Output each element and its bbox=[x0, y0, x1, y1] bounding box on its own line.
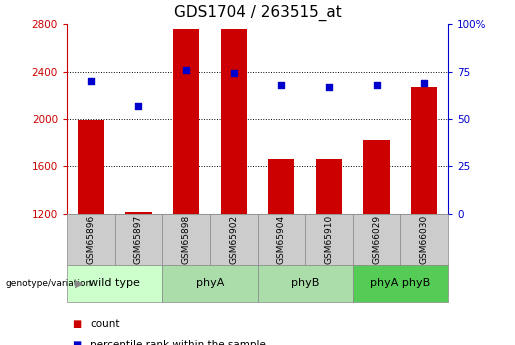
Point bbox=[325, 84, 333, 89]
Point bbox=[230, 71, 238, 76]
Bar bbox=[78, 120, 104, 214]
Text: GSM66029: GSM66029 bbox=[372, 215, 381, 264]
Bar bbox=[162, 214, 210, 265]
Text: GSM65904: GSM65904 bbox=[277, 215, 286, 264]
Text: ■: ■ bbox=[72, 340, 81, 345]
Text: phyB: phyB bbox=[291, 278, 319, 288]
Text: phyA: phyA bbox=[196, 278, 224, 288]
Bar bbox=[258, 265, 353, 302]
Text: GSM65910: GSM65910 bbox=[324, 215, 333, 264]
Point bbox=[277, 82, 285, 88]
Text: GSM65896: GSM65896 bbox=[87, 215, 95, 264]
Bar bbox=[316, 159, 342, 214]
Text: count: count bbox=[90, 319, 119, 329]
Point bbox=[134, 103, 143, 108]
Bar bbox=[114, 214, 162, 265]
Bar bbox=[220, 29, 247, 214]
Bar bbox=[210, 214, 258, 265]
Point bbox=[87, 78, 95, 84]
Text: wild type: wild type bbox=[89, 278, 140, 288]
Text: GSM66030: GSM66030 bbox=[420, 215, 428, 264]
Bar bbox=[268, 159, 295, 214]
Point bbox=[372, 82, 381, 88]
Point bbox=[420, 80, 428, 86]
Bar bbox=[401, 214, 448, 265]
Text: genotype/variation: genotype/variation bbox=[5, 279, 91, 288]
Text: ▶: ▶ bbox=[75, 278, 83, 288]
Bar bbox=[411, 87, 437, 214]
Text: ■: ■ bbox=[72, 319, 81, 329]
Point bbox=[182, 67, 190, 72]
Text: percentile rank within the sample: percentile rank within the sample bbox=[90, 340, 266, 345]
Bar bbox=[67, 214, 115, 265]
Bar bbox=[305, 214, 353, 265]
Text: GSM65897: GSM65897 bbox=[134, 215, 143, 264]
Text: GSM65898: GSM65898 bbox=[182, 215, 191, 264]
Bar bbox=[125, 211, 151, 214]
Text: phyA phyB: phyA phyB bbox=[370, 278, 431, 288]
Bar bbox=[364, 140, 390, 214]
Title: GDS1704 / 263515_at: GDS1704 / 263515_at bbox=[174, 5, 341, 21]
Bar bbox=[162, 265, 258, 302]
Bar bbox=[258, 214, 305, 265]
Bar bbox=[353, 265, 448, 302]
Bar bbox=[67, 265, 162, 302]
Bar bbox=[173, 29, 199, 214]
Text: GSM65902: GSM65902 bbox=[229, 215, 238, 264]
Bar bbox=[353, 214, 401, 265]
